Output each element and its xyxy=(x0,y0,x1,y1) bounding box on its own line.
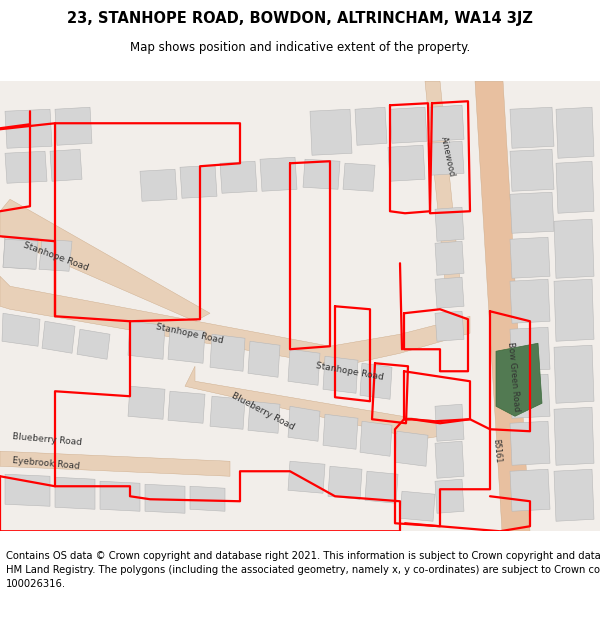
Polygon shape xyxy=(554,279,594,341)
Polygon shape xyxy=(435,241,464,275)
Polygon shape xyxy=(210,334,245,371)
Polygon shape xyxy=(430,105,464,141)
Polygon shape xyxy=(510,149,554,191)
Polygon shape xyxy=(510,421,550,465)
Text: 23, STANHOPE ROAD, BOWDON, ALTRINCHAM, WA14 3JZ: 23, STANHOPE ROAD, BOWDON, ALTRINCHAM, W… xyxy=(67,11,533,26)
Polygon shape xyxy=(435,208,464,241)
Polygon shape xyxy=(0,199,210,321)
Polygon shape xyxy=(343,163,375,191)
Text: Blueberry Road: Blueberry Road xyxy=(230,391,296,432)
Polygon shape xyxy=(323,414,358,449)
Polygon shape xyxy=(77,329,110,359)
Polygon shape xyxy=(288,349,320,385)
Polygon shape xyxy=(435,479,464,513)
Polygon shape xyxy=(190,486,225,511)
Polygon shape xyxy=(288,461,325,493)
Polygon shape xyxy=(510,107,554,148)
Polygon shape xyxy=(0,276,470,366)
Polygon shape xyxy=(496,343,542,416)
Polygon shape xyxy=(303,159,340,189)
Polygon shape xyxy=(475,81,530,531)
Polygon shape xyxy=(554,219,594,278)
Polygon shape xyxy=(554,408,594,465)
Polygon shape xyxy=(128,321,165,359)
Polygon shape xyxy=(425,81,460,281)
Polygon shape xyxy=(5,151,47,183)
Polygon shape xyxy=(390,107,427,143)
Polygon shape xyxy=(100,481,140,511)
Polygon shape xyxy=(145,484,185,513)
Polygon shape xyxy=(360,363,392,399)
Polygon shape xyxy=(2,313,40,346)
Text: Eyebrook Road: Eyebrook Road xyxy=(12,456,80,471)
Polygon shape xyxy=(328,466,362,499)
Polygon shape xyxy=(428,141,464,175)
Polygon shape xyxy=(400,491,435,521)
Polygon shape xyxy=(50,149,82,181)
Polygon shape xyxy=(140,169,177,201)
Polygon shape xyxy=(510,469,550,511)
Polygon shape xyxy=(220,161,257,193)
Polygon shape xyxy=(42,321,75,353)
Polygon shape xyxy=(554,469,594,521)
Polygon shape xyxy=(435,278,464,308)
Polygon shape xyxy=(168,391,205,423)
Polygon shape xyxy=(3,239,38,269)
Polygon shape xyxy=(248,341,280,377)
Polygon shape xyxy=(435,404,464,441)
Polygon shape xyxy=(39,239,72,271)
Polygon shape xyxy=(3,236,38,269)
Polygon shape xyxy=(323,356,358,393)
Text: Stanhope Road: Stanhope Road xyxy=(22,240,89,272)
Polygon shape xyxy=(55,478,95,509)
Polygon shape xyxy=(55,107,92,145)
Polygon shape xyxy=(510,374,550,418)
Text: Stanhope Road: Stanhope Road xyxy=(155,322,224,345)
Polygon shape xyxy=(355,107,387,145)
Polygon shape xyxy=(185,366,445,439)
Text: Ainewood: Ainewood xyxy=(439,135,457,178)
Polygon shape xyxy=(128,386,165,419)
Polygon shape xyxy=(0,81,600,531)
Text: Contains OS data © Crown copyright and database right 2021. This information is : Contains OS data © Crown copyright and d… xyxy=(6,551,600,589)
Text: Blueberry Road: Blueberry Road xyxy=(12,432,82,447)
Polygon shape xyxy=(510,238,550,278)
Polygon shape xyxy=(288,406,320,441)
Polygon shape xyxy=(260,158,297,191)
Polygon shape xyxy=(0,451,230,476)
Polygon shape xyxy=(510,328,550,371)
Polygon shape xyxy=(360,421,392,456)
Polygon shape xyxy=(554,345,594,403)
Text: Stanhope Road: Stanhope Road xyxy=(315,361,384,382)
Polygon shape xyxy=(210,396,245,429)
Text: Map shows position and indicative extent of the property.: Map shows position and indicative extent… xyxy=(130,41,470,54)
Polygon shape xyxy=(180,165,217,198)
Polygon shape xyxy=(168,328,205,363)
Polygon shape xyxy=(395,431,428,466)
Polygon shape xyxy=(556,107,594,158)
Polygon shape xyxy=(556,161,594,213)
Polygon shape xyxy=(310,109,352,155)
Polygon shape xyxy=(365,471,398,503)
Text: Bow Green Road: Bow Green Road xyxy=(506,341,521,411)
Polygon shape xyxy=(388,145,425,181)
Polygon shape xyxy=(510,279,550,323)
Polygon shape xyxy=(248,401,280,433)
Polygon shape xyxy=(435,311,464,341)
Polygon shape xyxy=(435,441,464,478)
Polygon shape xyxy=(5,109,52,148)
Polygon shape xyxy=(5,474,50,506)
Polygon shape xyxy=(510,192,554,233)
Text: B5161: B5161 xyxy=(491,439,503,464)
